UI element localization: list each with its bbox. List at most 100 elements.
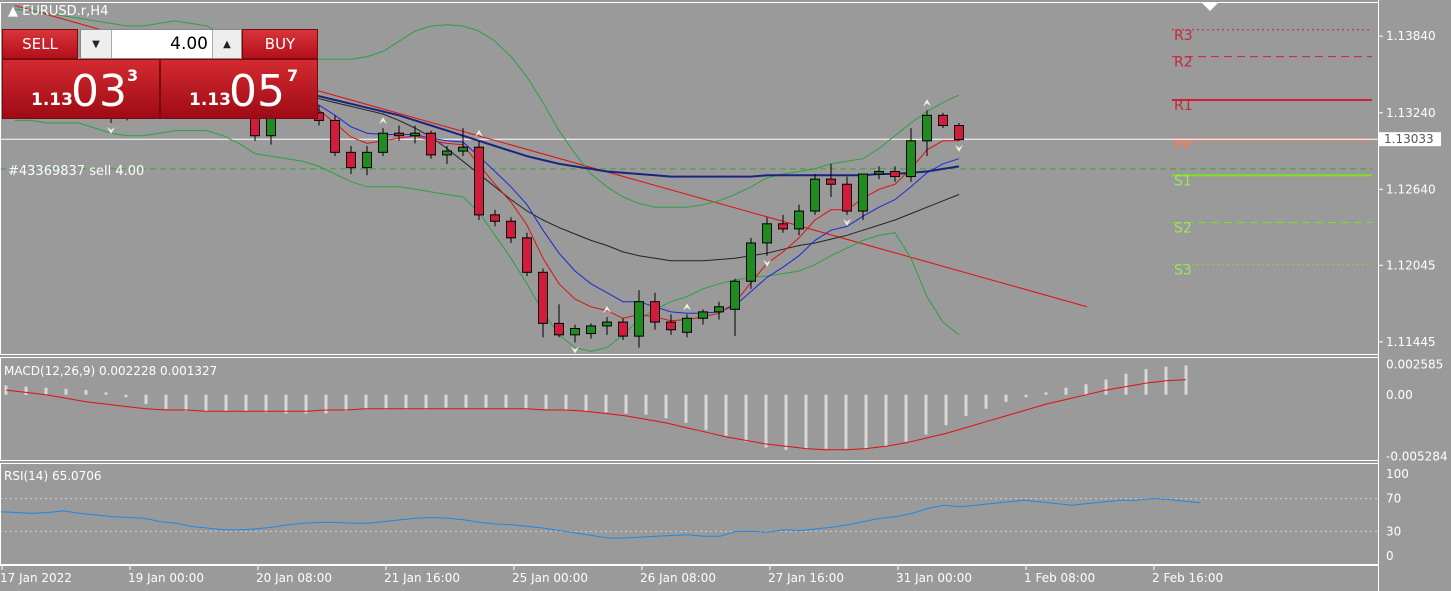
candle-body [874, 170, 884, 175]
buy-price-pips: 05 [229, 66, 285, 117]
candle-body [522, 237, 532, 273]
candle [346, 145, 356, 175]
sell-button[interactable]: SELL [2, 29, 78, 59]
lot-decrease-button[interactable]: ▼ [81, 30, 112, 58]
price-tick-label: 1.12640 [1386, 182, 1436, 196]
candle-body [330, 119, 340, 153]
candle-body [826, 178, 836, 185]
candle [650, 292, 660, 330]
candle [362, 145, 372, 176]
buy-price-prefix: 1.13 [189, 90, 231, 110]
candle [442, 145, 452, 164]
pivot-label-s2: S2 [1174, 221, 1192, 237]
candle-body [554, 322, 564, 336]
triangle-up-icon: ▲ [8, 4, 23, 19]
pivot-label-pp: PP [1174, 138, 1191, 154]
macd-signal-line [5, 379, 1187, 451]
rsi-tick-label: 100 [1386, 467, 1409, 481]
candle [586, 323, 596, 339]
lot-size-control: ▼ ▲ [80, 29, 242, 59]
candle [394, 125, 404, 141]
candle-body [698, 311, 708, 319]
candle-body [362, 151, 372, 169]
candle-body [618, 321, 628, 337]
fractal-up-arrow-icon [379, 117, 387, 125]
lot-size-input[interactable] [112, 30, 212, 58]
pivot-label-s3: S3 [1174, 263, 1192, 279]
candle [938, 112, 948, 129]
candle-body [778, 223, 788, 230]
time-tick-label: 27 Jan 16:00 [768, 571, 844, 585]
candle-body [730, 280, 740, 310]
candle [458, 128, 468, 157]
candle-body [762, 223, 772, 244]
candle-body [442, 150, 452, 156]
order-line-label: #43369837 sell 4.00 [8, 164, 145, 179]
sell-price-pips: 03 [71, 66, 127, 117]
sell-price-button[interactable]: 1.13 03 3 [2, 59, 160, 119]
time-tick-label: 26 Jan 08:00 [640, 571, 716, 585]
candle-body [954, 125, 964, 141]
sell-price-fraction: 3 [127, 66, 139, 85]
macd-label: MACD(12,26,9) 0.002228 0.001327 [4, 364, 217, 378]
candle [842, 176, 852, 215]
candle [538, 268, 548, 338]
candle [762, 217, 772, 256]
candle-body [426, 132, 436, 156]
candle [682, 314, 692, 338]
price-tick-label: 1.13240 [1386, 106, 1436, 120]
candle-body [602, 321, 612, 327]
candle [874, 166, 884, 180]
candle [778, 214, 788, 233]
rsi-tick-label: 70 [1386, 492, 1401, 506]
rsi-pane: RSI(14) 65.0706 [0, 469, 1378, 539]
buy-price-button[interactable]: 1.13 05 7 [160, 59, 318, 119]
candle-body [650, 301, 660, 323]
rsi-tick-label: 30 [1386, 524, 1401, 538]
candle-body [858, 173, 868, 212]
bollinger-lower [15, 119, 960, 352]
candle [570, 324, 580, 343]
rsi-label: RSI(14) 65.0706 [4, 469, 102, 483]
macd-pane: MACD(12,26,9) 0.002228 0.001327 [4, 364, 1188, 451]
price-tick-label: 1.12045 [1386, 258, 1436, 272]
symbol-title: ▲ EURUSD.r,H4 [8, 4, 109, 19]
candle [698, 309, 708, 325]
rsi-pane-frame [0, 463, 1379, 565]
candle-body [634, 301, 644, 337]
buy-price-fraction: 7 [287, 66, 299, 85]
candle-body [394, 132, 404, 137]
candle [506, 217, 516, 243]
bollinger-upper [14, 8, 960, 208]
macd-tick-label: -0.005284 [1386, 450, 1448, 464]
fractal-up-arrow-icon [923, 99, 931, 107]
candle-body [794, 210, 804, 230]
candle [554, 304, 564, 338]
candle [890, 166, 900, 182]
candle [426, 130, 436, 159]
macd-tick-label: 0.002585 [1386, 358, 1443, 372]
lot-increase-button[interactable]: ▲ [212, 30, 241, 58]
candle [826, 163, 836, 198]
fractal-down-arrow-icon [763, 259, 771, 267]
candle-body [474, 146, 484, 216]
buy-button[interactable]: BUY [242, 29, 318, 59]
fractal-down-arrow-icon [955, 144, 963, 152]
rsi-line [0, 498, 1201, 539]
fractal-up-arrow-icon [683, 303, 691, 311]
candle [666, 314, 676, 335]
pivot-label-r1: R1 [1174, 98, 1193, 114]
candle [810, 174, 820, 215]
candle-body [570, 327, 580, 336]
candle-body [666, 321, 676, 331]
time-tick-label: 2 Feb 16:00 [1152, 571, 1223, 585]
time-tick-label: 1 Feb 08:00 [1024, 571, 1095, 585]
rsi-tick-label: 0 [1386, 549, 1394, 563]
candle-body [810, 178, 820, 212]
candle [474, 140, 484, 220]
time-tick-label: 25 Jan 00:00 [512, 571, 588, 585]
time-tick-label: 21 Jan 16:00 [384, 571, 460, 585]
candle [858, 173, 868, 220]
